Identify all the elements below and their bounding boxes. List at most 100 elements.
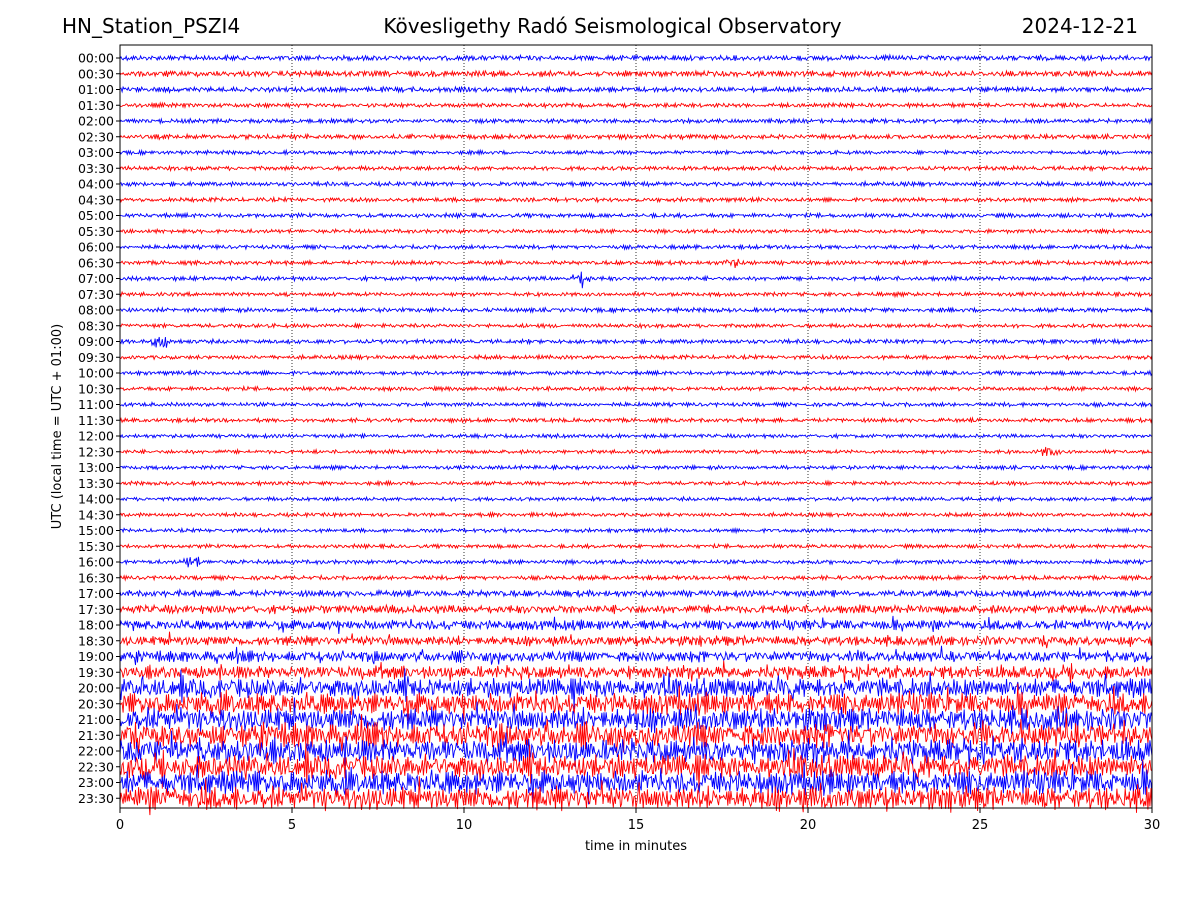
trace-line-0430 bbox=[119, 195, 1153, 204]
trace-line-0600 bbox=[119, 243, 1153, 251]
y-tick-label: 03:30 bbox=[78, 161, 114, 176]
trace-line-1430 bbox=[119, 510, 1153, 519]
trace-line-0030 bbox=[119, 69, 1153, 79]
y-tick-label: 09:30 bbox=[78, 350, 114, 365]
y-tick-label: 12:30 bbox=[78, 444, 114, 459]
x-axis-label: time in minutes bbox=[585, 839, 687, 854]
x-tick-label: 30 bbox=[1144, 818, 1161, 833]
y-tick-label: 20:00 bbox=[78, 681, 114, 696]
y-tick-label: 17:00 bbox=[78, 586, 114, 601]
y-tick-label: 15:30 bbox=[78, 539, 114, 554]
y-tick-label: 21:00 bbox=[78, 712, 114, 727]
trace-line-1930 bbox=[119, 660, 1153, 685]
trace-line-1200 bbox=[119, 432, 1153, 440]
trace-line-0530 bbox=[119, 227, 1153, 236]
trace-line-1600 bbox=[119, 556, 1153, 568]
y-tick-label: 19:00 bbox=[78, 649, 114, 664]
x-tick-label: 20 bbox=[800, 818, 817, 833]
y-tick-label: 00:30 bbox=[78, 66, 114, 81]
chart-date: 2024-12-21 bbox=[1021, 14, 1138, 38]
y-tick-label: 15:00 bbox=[78, 523, 114, 538]
trace-line-0930 bbox=[119, 353, 1153, 361]
trace-line-2000 bbox=[119, 668, 1153, 710]
trace-line-0900 bbox=[119, 336, 1153, 348]
trace-line-0730 bbox=[119, 290, 1153, 299]
y-tick-label: 19:30 bbox=[78, 665, 114, 680]
y-tick-label: 06:00 bbox=[78, 240, 114, 255]
trace-line-1330 bbox=[119, 479, 1153, 488]
y-tick-label: 02:30 bbox=[78, 129, 114, 144]
trace-line-0130 bbox=[119, 101, 1153, 110]
y-tick-label: 07:00 bbox=[78, 271, 114, 286]
trace-line-2200 bbox=[119, 729, 1153, 771]
y-tick-label: 10:30 bbox=[78, 381, 114, 396]
x-tick-label: 0 bbox=[116, 818, 124, 833]
trace-line-0100 bbox=[119, 85, 1153, 94]
trace-line-0400 bbox=[119, 179, 1153, 189]
y-tick-label: 11:30 bbox=[78, 413, 114, 428]
trace-line-1830 bbox=[119, 631, 1153, 649]
trace-line-1630 bbox=[119, 573, 1153, 582]
trace-line-2130 bbox=[119, 713, 1153, 754]
y-tick-label: 17:30 bbox=[78, 602, 114, 617]
y-tick-label: 00:00 bbox=[78, 51, 114, 66]
trace-line-1300 bbox=[120, 463, 1153, 472]
trace-line-0330 bbox=[119, 164, 1153, 173]
trace-line-1000 bbox=[119, 369, 1153, 377]
station-name: HN_Station_PSZI4 bbox=[62, 14, 241, 38]
y-tick-label: 22:30 bbox=[78, 759, 114, 774]
y-tick-label: 16:00 bbox=[78, 555, 114, 570]
y-tick-label: 02:00 bbox=[78, 114, 114, 129]
y-tick-label: 11:00 bbox=[78, 397, 114, 412]
y-tick-label: 22:00 bbox=[78, 744, 114, 759]
trace-line-1130 bbox=[119, 416, 1153, 425]
trace-line-0500 bbox=[119, 211, 1153, 220]
x-tick-label: 25 bbox=[972, 818, 989, 833]
trace-line-1030 bbox=[119, 384, 1153, 393]
trace-line-0000 bbox=[119, 53, 1153, 63]
x-tick-label: 15 bbox=[628, 818, 645, 833]
x-tick-label: 10 bbox=[456, 818, 473, 833]
trace-line-1500 bbox=[119, 526, 1153, 535]
y-tick-label: 18:30 bbox=[78, 633, 114, 648]
trace-line-1730 bbox=[119, 603, 1153, 615]
trace-line-0700 bbox=[119, 271, 1153, 289]
y-tick-label: 14:00 bbox=[78, 492, 114, 507]
y-tick-label: 12:00 bbox=[78, 429, 114, 444]
trace-line-0300 bbox=[119, 148, 1153, 157]
y-tick-label: 09:00 bbox=[78, 334, 114, 349]
trace-line-0800 bbox=[119, 306, 1153, 315]
y-tick-label: 08:30 bbox=[78, 318, 114, 333]
trace-line-1530 bbox=[119, 542, 1153, 551]
y-tick-label: 16:30 bbox=[78, 570, 114, 585]
y-tick-label: 20:30 bbox=[78, 696, 114, 711]
trace-line-2230 bbox=[119, 744, 1153, 789]
y-tick-label: 05:30 bbox=[78, 224, 114, 239]
y-tick-label: 18:00 bbox=[78, 618, 114, 633]
trace-line-1700 bbox=[119, 588, 1153, 599]
y-tick-label: 21:30 bbox=[78, 728, 114, 743]
y-tick-label: 23:30 bbox=[78, 791, 114, 806]
y-tick-label: 04:00 bbox=[78, 177, 114, 192]
y-tick-label: 03:00 bbox=[78, 145, 114, 160]
chart-title: Kövesligethy Radó Seismological Observat… bbox=[383, 14, 842, 38]
trace-line-0630 bbox=[119, 258, 1153, 268]
trace-line-2300 bbox=[119, 760, 1153, 805]
y-tick-label: 13:30 bbox=[78, 476, 114, 491]
y-tick-label: 10:00 bbox=[78, 366, 114, 381]
y-tick-label: 07:30 bbox=[78, 287, 114, 302]
trace-line-1800 bbox=[119, 615, 1153, 634]
trace-line-1230 bbox=[119, 446, 1153, 457]
trace-line-1100 bbox=[119, 400, 1153, 409]
y-tick-label: 05:00 bbox=[78, 208, 114, 223]
y-tick-label: 14:30 bbox=[78, 507, 114, 522]
trace-line-0230 bbox=[119, 132, 1153, 142]
y-axis-label: UTC (local time = UTC + 01:00) bbox=[50, 324, 65, 529]
trace-line-0830 bbox=[119, 321, 1153, 330]
y-tick-label: 01:00 bbox=[78, 82, 114, 97]
y-tick-label: 13:00 bbox=[78, 460, 114, 475]
trace-line-1900 bbox=[119, 645, 1153, 666]
y-tick-label: 04:30 bbox=[78, 192, 114, 207]
y-tick-label: 01:30 bbox=[78, 98, 114, 113]
